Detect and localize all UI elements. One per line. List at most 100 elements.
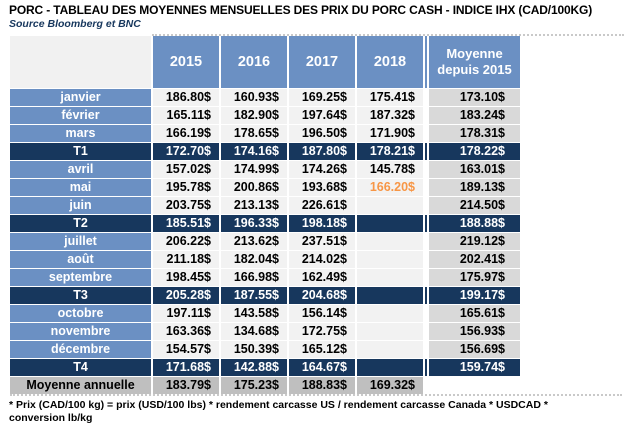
gap-cell (424, 106, 429, 125)
row-label-t1: T1 (10, 142, 153, 161)
cell-t3-2017: 204.68$ (288, 286, 357, 305)
cell-octobre-2018 (356, 304, 425, 323)
cell-janvier-2017: 169.25$ (288, 88, 357, 107)
cell-juin-2015: 203.75$ (152, 196, 221, 215)
row-label-t4: T4 (10, 358, 153, 377)
cell-novembre-2017: 172.75$ (288, 322, 357, 341)
table-row-mai: mai 195.78$ 200.86$ 193.68$ 166.20$ 189.13$ (10, 178, 520, 197)
table-row-novembre: novembre 163.36$ 134.68$ 172.75$ 156.93$ (10, 322, 520, 341)
cell-t3-2016: 187.55$ (220, 286, 289, 305)
gap-cell (424, 322, 429, 341)
cell-fevrier-moyenne: 183.24$ (428, 106, 520, 125)
col-header-moyenne-depuis-2015: Moyenne depuis 2015 (428, 36, 520, 89)
cell-avril-2017: 174.26$ (288, 160, 357, 179)
row-label-fevrier: février (10, 106, 153, 125)
row-label-octobre: octobre (10, 304, 153, 323)
cell-janvier-moyenne: 173.10$ (428, 88, 520, 107)
dotted-border-top (152, 34, 624, 36)
table-row-t1: T1 172.70$ 174.16$ 187.80$ 178.21$ 178.22$ (10, 142, 520, 161)
cell-t1-2015: 172.70$ (152, 142, 221, 161)
row-label-septembre: septembre (10, 268, 153, 287)
cell-septembre-moyenne: 175.97$ (428, 268, 520, 287)
cell-t2-2018 (356, 214, 425, 233)
cell-t3-moyenne: 199.17$ (428, 286, 520, 305)
cell-mai-2018: 166.20$ (356, 178, 425, 197)
cell-mars-2018: 171.90$ (356, 124, 425, 143)
cell-octobre-2016: 143.58$ (220, 304, 289, 323)
cell-t4-moyenne: 159.74$ (428, 358, 520, 377)
cell-septembre-2017: 162.49$ (288, 268, 357, 287)
cell-janvier-2018: 175.41$ (356, 88, 425, 107)
table-row-mars: mars 166.19$ 178.65$ 196.50$ 171.90$ 178.31$ (10, 124, 520, 143)
page-title: PORC - TABLEAU DES MOYENNES MENSUELLES D… (9, 3, 593, 17)
cell-t1-2016: 174.16$ (220, 142, 289, 161)
table-row-t2: T2 185.51$ 196.33$ 198.18$ 188.88$ (10, 214, 520, 233)
gap-cell (424, 304, 429, 323)
cell-novembre-moyenne: 156.93$ (428, 322, 520, 341)
gap-cell (424, 214, 429, 233)
cell-septembre-2016: 166.98$ (220, 268, 289, 287)
cell-octobre-2017: 156.14$ (288, 304, 357, 323)
cell-juillet-2016: 213.62$ (220, 232, 289, 251)
gap-cell (424, 358, 429, 377)
cell-decembre-2016: 150.39$ (220, 340, 289, 359)
row-label-novembre: novembre (10, 322, 153, 341)
cell-mai-2017: 193.68$ (288, 178, 357, 197)
row-label-janvier: janvier (10, 88, 153, 107)
row-label-juin: juin (10, 196, 153, 215)
table-row-juin: juin 203.75$ 213.13$ 226.61$ 214.50$ (10, 196, 520, 215)
cell-decembre-2018 (356, 340, 425, 359)
cell-mars-2017: 196.50$ (288, 124, 357, 143)
cell-t2-2017: 198.18$ (288, 214, 357, 233)
gap-cell (424, 124, 429, 143)
table-row-decembre: décembre 154.57$ 150.39$ 165.12$ 156.69$ (10, 340, 520, 359)
cell-t4-2015: 171.68$ (152, 358, 221, 377)
cell-t1-2018: 178.21$ (356, 142, 425, 161)
cell-t1-2017: 187.80$ (288, 142, 357, 161)
cell-t2-2016: 196.33$ (220, 214, 289, 233)
cell-t1-moyenne: 178.22$ (428, 142, 520, 161)
table-row-t4: T4 171.68$ 142.88$ 164.67$ 159.74$ (10, 358, 520, 377)
cell-moyenne-annuelle-2017: 188.83$ (288, 376, 357, 395)
cell-decembre-moyenne: 156.69$ (428, 340, 520, 359)
row-label-mai: mai (10, 178, 153, 197)
cell-t4-2018 (356, 358, 425, 377)
corner-cell (10, 36, 153, 89)
cell-juin-moyenne: 214.50$ (428, 196, 520, 215)
cell-mars-2015: 166.19$ (152, 124, 221, 143)
cell-t2-moyenne: 188.88$ (428, 214, 520, 233)
gap-cell (424, 376, 429, 395)
gap-cell (424, 268, 429, 287)
cell-moyenne-annuelle-moyenne (428, 376, 520, 395)
cell-decembre-2017: 165.12$ (288, 340, 357, 359)
cell-octobre-2015: 197.11$ (152, 304, 221, 323)
cell-fevrier-2015: 165.11$ (152, 106, 221, 125)
gap-cell (424, 196, 429, 215)
cell-aout-moyenne: 202.41$ (428, 250, 520, 269)
cell-avril-2015: 157.02$ (152, 160, 221, 179)
table-row-octobre: octobre 197.11$ 143.58$ 156.14$ 165.61$ (10, 304, 520, 323)
cell-moyenne-annuelle-2015: 183.79$ (152, 376, 221, 395)
header-row: 2015 2016 2017 2018 Moyenne depuis 2015 (10, 36, 520, 89)
cell-t3-2015: 205.28$ (152, 286, 221, 305)
price-table: 2015 2016 2017 2018 Moyenne depuis 2015 janv… (10, 36, 520, 395)
header-gap-cell (424, 36, 429, 89)
row-label-t3: T3 (10, 286, 153, 305)
row-label-aout: août (10, 250, 153, 269)
gap-cell (424, 160, 429, 179)
cell-aout-2017: 214.02$ (288, 250, 357, 269)
col-header-2016: 2016 (220, 36, 289, 89)
row-label-avril: avril (10, 160, 153, 179)
gap-cell (424, 340, 429, 359)
row-label-mars: mars (10, 124, 153, 143)
cell-avril-2016: 174.99$ (220, 160, 289, 179)
cell-juillet-2015: 206.22$ (152, 232, 221, 251)
table-row-aout: août 211.18$ 182.04$ 214.02$ 202.41$ (10, 250, 520, 269)
gap-cell (424, 142, 429, 161)
cell-t2-2015: 185.51$ (152, 214, 221, 233)
table-row-fevrier: février 165.11$ 182.90$ 197.64$ 187.32$ 183.2… (10, 106, 520, 125)
cell-juillet-moyenne: 219.12$ (428, 232, 520, 251)
col-header-2018: 2018 (356, 36, 425, 89)
cell-janvier-2015: 186.80$ (152, 88, 221, 107)
gap-cell (424, 88, 429, 107)
